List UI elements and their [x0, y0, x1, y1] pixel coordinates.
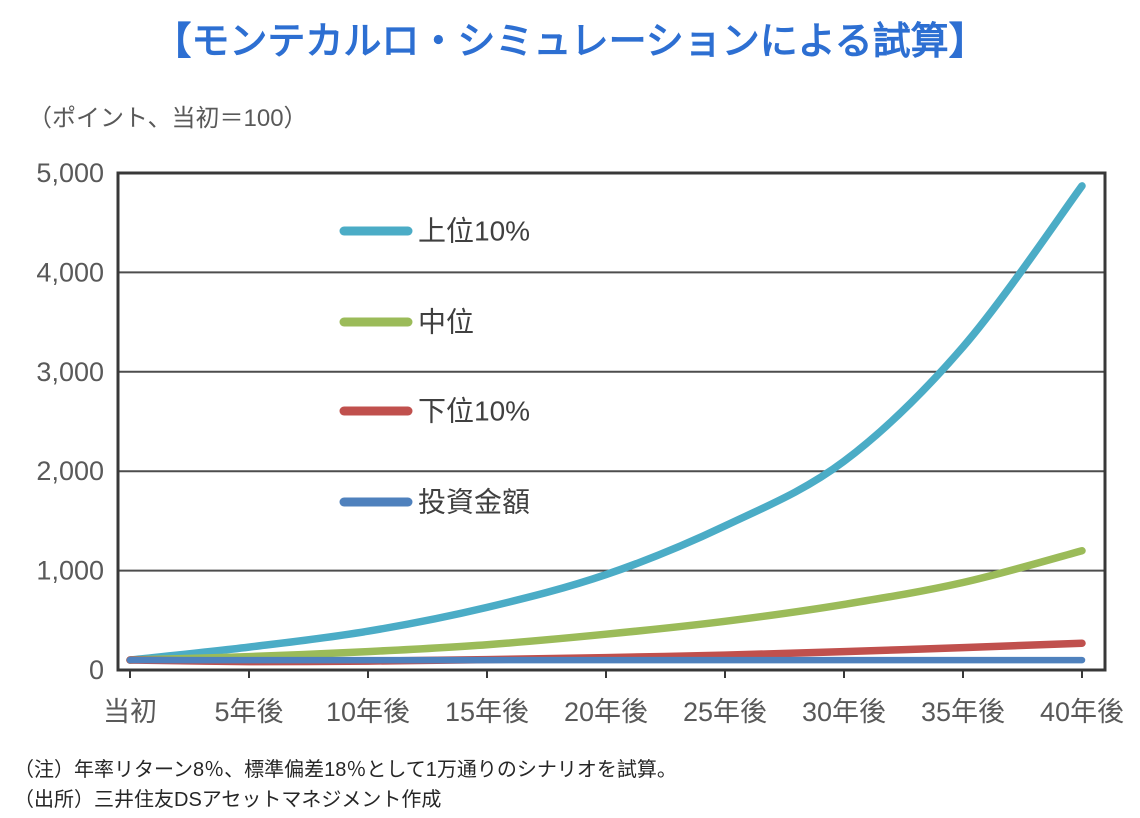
source-note: （出所）三井住友DSアセットマネジメント作成	[14, 789, 442, 811]
x-axis-label: 25年後	[683, 697, 767, 727]
x-axis-label: 10年後	[326, 697, 410, 727]
y-axis-label: 2,000	[36, 456, 104, 486]
x-axis-label: 35年後	[921, 697, 1005, 727]
y-axis-labels: 0 1,000 2,000 3,000 4,000 5,000	[36, 158, 104, 685]
footnote: （注）年率リターン8％、標準偏差18％として1万通りのシナリオを試算。	[14, 759, 677, 781]
legend-item-top10: 上位10%	[339, 216, 530, 247]
plot-border	[116, 171, 1107, 672]
legend-label-principal: 投資金額	[418, 487, 530, 518]
series-line-top10	[126, 182, 1086, 664]
x-axis-label: 30年後	[802, 697, 886, 727]
legend-item-median: 中位	[339, 307, 474, 338]
legend-label-median: 中位	[418, 307, 474, 338]
x-axis-label: 20年後	[564, 697, 648, 727]
monte-carlo-line-chart: 0 1,000 2,000 3,000 4,000 5,000 当初 5年後 10年後 15年後 2…	[36, 158, 1124, 727]
y-axis-label: 4,000	[36, 257, 104, 287]
legend-item-bottom10: 下位10%	[339, 396, 530, 427]
legend-item-principal: 投資金額	[339, 487, 530, 518]
legend-label-bottom10: 下位10%	[418, 396, 530, 427]
y-axis-unit-label: （ポイント、当初＝100）	[28, 105, 308, 132]
x-axis-ticks	[129, 670, 1083, 678]
y-axis-label: 0	[89, 655, 104, 685]
y-axis-label: 3,000	[36, 357, 104, 387]
x-axis-labels: 当初 5年後 10年後 15年後 20年後 25年後 30年後 35年後 40年後	[103, 697, 1124, 727]
x-axis-label: 5年後	[214, 697, 283, 727]
chart-title: 【モンテカルロ・シミュレーションによる試算】	[153, 21, 987, 63]
series-line-median	[126, 546, 1086, 664]
x-axis-label: 40年後	[1040, 697, 1124, 727]
gridlines	[118, 271, 1105, 572]
legend-label-top10: 上位10%	[418, 216, 530, 247]
x-axis-label: 当初	[103, 697, 157, 727]
x-axis-label: 15年後	[445, 697, 529, 727]
y-axis-label: 1,000	[36, 556, 104, 586]
y-axis-label: 5,000	[36, 158, 104, 188]
